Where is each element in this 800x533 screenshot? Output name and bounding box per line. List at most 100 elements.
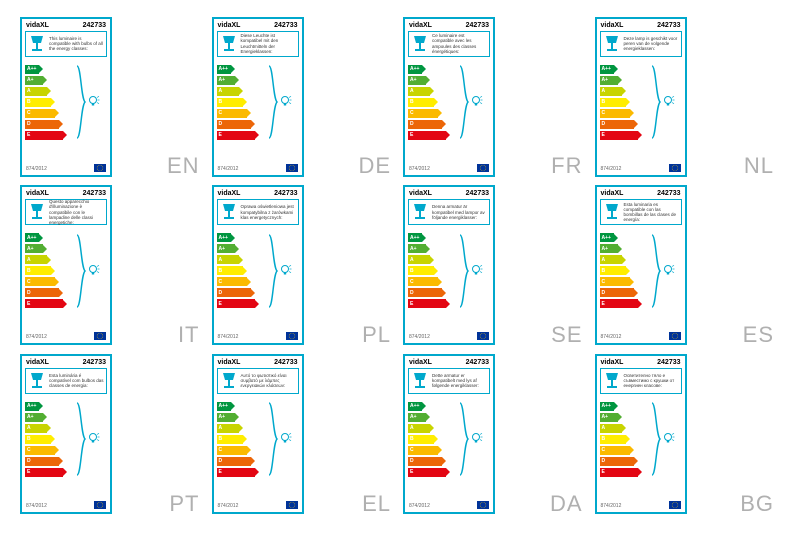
product-code: 242733	[657, 190, 680, 197]
energy-bar-label: E	[600, 131, 638, 140]
bracket-area	[75, 233, 103, 308]
energy-bar-label: A+	[408, 76, 426, 85]
bracket-icon	[650, 64, 678, 140]
lamp-icon	[28, 202, 46, 222]
energy-bar-label: D	[408, 120, 442, 129]
compatibility-text: Осветително тяло е съвместимо с крушки о…	[624, 373, 679, 389]
energy-bar: A++	[25, 233, 67, 242]
energy-bar-label: A++	[408, 233, 422, 242]
regulation-text: 874/2012	[26, 503, 47, 509]
lamp-icon	[220, 371, 238, 391]
energy-label-card: vidaXL 242733 Denna armatur är kompatibe…	[403, 185, 495, 345]
eu-flag-icon	[286, 501, 298, 509]
energy-bar: A+	[600, 413, 642, 422]
info-box: Esta luminaria es compatible con las bom…	[600, 199, 682, 225]
energy-bar: E	[217, 468, 259, 477]
energy-bar-label: A+	[25, 244, 43, 253]
energy-bar: A+	[217, 413, 259, 422]
card-footer: 874/2012	[25, 501, 107, 509]
energy-chart: A++ A+ A B C D E	[408, 398, 490, 501]
energy-bar: D	[408, 120, 450, 129]
bracket-icon	[75, 233, 103, 309]
energy-label-card: vidaXL 242733 Questo apparecchio d'illum…	[20, 185, 112, 345]
info-box: Ce luminaire est compatible avec les amp…	[408, 31, 490, 57]
energy-bar-label: E	[25, 299, 63, 308]
energy-bar-label: D	[25, 457, 59, 466]
brand-text: vidaXL	[26, 22, 49, 29]
energy-bar: B	[408, 266, 450, 275]
label-cell: vidaXL 242733 Oprawa oświetleniowa jest …	[212, 185, 398, 348]
energy-bar: E	[217, 299, 259, 308]
lamp-icon	[411, 202, 429, 222]
energy-bar: C	[25, 277, 67, 286]
energy-bar-label: C	[600, 109, 630, 118]
info-box: Осветително тяло е съвместимо с крушки о…	[600, 368, 682, 394]
regulation-text: 874/2012	[601, 166, 622, 172]
energy-bar: B	[600, 266, 642, 275]
energy-bars: A++ A+ A B C D E	[600, 233, 642, 310]
energy-bar: A++	[600, 233, 642, 242]
label-cell: vidaXL 242733 Esta luminária é compatíve…	[20, 354, 206, 517]
energy-bar: B	[217, 98, 259, 107]
bracket-icon	[458, 233, 486, 309]
language-code: FR	[551, 153, 582, 179]
energy-bar: D	[600, 120, 642, 129]
energy-bar: C	[217, 277, 259, 286]
energy-chart: A++ A+ A B C D E	[408, 229, 490, 332]
eu-flag-icon	[94, 332, 106, 340]
energy-bar: C	[600, 446, 642, 455]
energy-bar: B	[25, 98, 67, 107]
bracket-area	[650, 65, 678, 140]
card-header: vidaXL 242733	[408, 359, 490, 368]
energy-bar-label: A	[600, 424, 622, 433]
energy-label-card: vidaXL 242733 Осветително тяло е съвмест…	[595, 354, 687, 514]
energy-bar-label: E	[217, 131, 255, 140]
card-header: vidaXL 242733	[600, 359, 682, 368]
language-code: SE	[551, 322, 582, 348]
compatibility-text: This luminaire is compatible with bulbs …	[49, 36, 104, 52]
energy-chart: A++ A+ A B C D E	[217, 61, 299, 164]
energy-label-card: vidaXL 242733 Oprawa oświetleniowa jest …	[212, 185, 304, 345]
eu-flag-icon	[669, 332, 681, 340]
energy-bar-label: A+	[408, 413, 426, 422]
label-cell: vidaXL 242733 Dette armatur er kompatibe…	[403, 354, 589, 517]
energy-bar: A++	[408, 233, 450, 242]
product-code: 242733	[274, 22, 297, 29]
energy-label-card: vidaXL 242733 Ce luminaire est compatibl…	[403, 17, 495, 177]
bracket-icon	[267, 64, 295, 140]
energy-bar: A	[217, 87, 259, 96]
brand-text: vidaXL	[409, 359, 432, 366]
energy-bar: D	[25, 457, 67, 466]
energy-bar-label: A	[600, 87, 622, 96]
energy-bar-label: C	[408, 446, 438, 455]
energy-bar-label: C	[25, 109, 55, 118]
energy-bar: A++	[600, 402, 642, 411]
bracket-area	[267, 402, 295, 477]
energy-chart: A++ A+ A B C D E	[408, 61, 490, 164]
energy-bar: C	[600, 109, 642, 118]
energy-bar: C	[25, 446, 67, 455]
energy-label-card: vidaXL 242733 Diese Leuchte ist kompatib…	[212, 17, 304, 177]
energy-bar-label: A++	[25, 402, 39, 411]
energy-bar-label: B	[25, 98, 51, 107]
energy-bar: E	[217, 131, 259, 140]
language-code: IT	[178, 322, 200, 348]
energy-bar-label: E	[408, 299, 446, 308]
energy-bar-label: C	[600, 446, 630, 455]
card-footer: 874/2012	[25, 332, 107, 340]
regulation-text: 874/2012	[218, 166, 239, 172]
bracket-area	[458, 233, 486, 308]
energy-bar-label: A+	[600, 76, 618, 85]
energy-label-card: vidaXL 242733 Deze lamp is geschikt voor…	[595, 17, 687, 177]
energy-chart: A++ A+ A B C D E	[217, 398, 299, 501]
energy-bar-label: E	[217, 299, 255, 308]
energy-bar-label: E	[408, 468, 446, 477]
energy-bar: A+	[600, 76, 642, 85]
bracket-area	[267, 65, 295, 140]
energy-bar-label: D	[600, 457, 634, 466]
energy-bar-label: A++	[217, 65, 231, 74]
energy-bar-label: A	[408, 255, 430, 264]
brand-text: vidaXL	[601, 190, 624, 197]
energy-bar: D	[600, 288, 642, 297]
energy-bar: A+	[408, 76, 450, 85]
